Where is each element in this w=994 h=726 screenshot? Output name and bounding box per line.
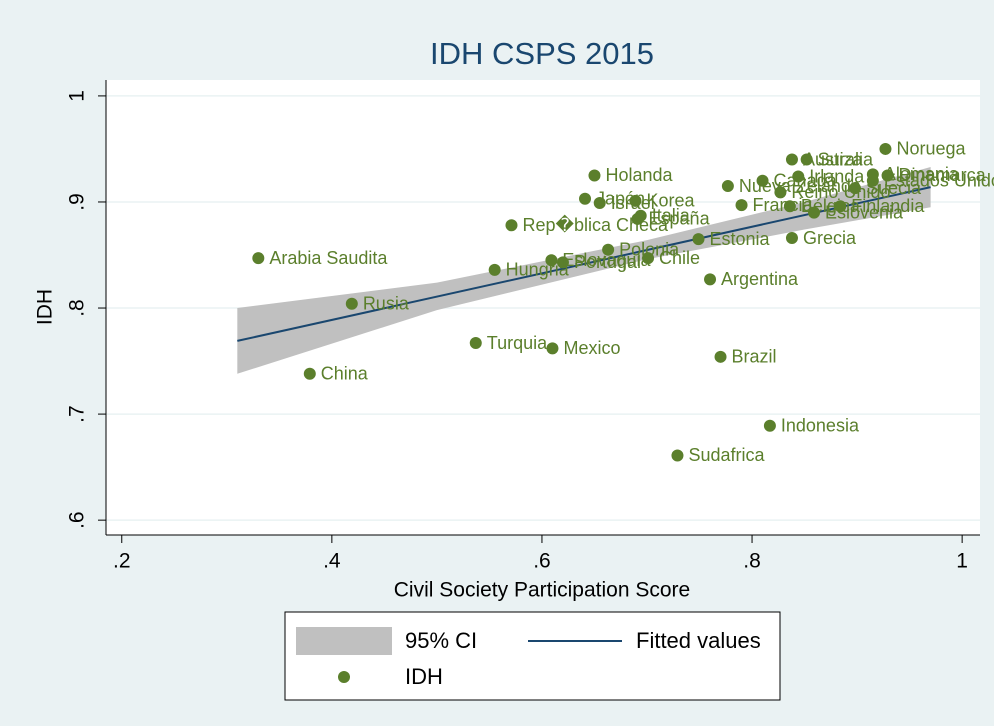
point-label: Rep�blica Checa — [522, 214, 669, 235]
data-point — [763, 419, 776, 432]
point-label: Sudafrica — [688, 445, 765, 465]
point-label: Canadá — [774, 171, 838, 191]
point-label: Noruega — [896, 139, 966, 159]
point-label: Argentina — [721, 269, 799, 289]
legend-label: IDH — [405, 664, 443, 689]
data-point — [879, 142, 892, 155]
point-label: Hungria — [506, 260, 570, 280]
data-point — [505, 219, 518, 232]
point-label: Arabia Saudita — [269, 248, 388, 268]
point-label: Nueva Zelanda — [739, 176, 862, 196]
data-point — [848, 182, 861, 195]
data-point — [881, 169, 894, 182]
point-label: Irlanda — [809, 166, 865, 186]
data-point — [642, 252, 655, 265]
data-point — [714, 350, 727, 363]
point-label: Suiza — [818, 149, 864, 169]
data-point — [488, 263, 501, 276]
point-label: Reino Unido — [791, 182, 890, 202]
point-label: Australia — [803, 149, 874, 169]
data-point — [579, 192, 592, 205]
point-label: Eslovaquia — [562, 250, 651, 270]
data-point — [800, 153, 813, 166]
legend-label: 95% CI — [405, 628, 477, 653]
data-point — [704, 273, 717, 286]
data-point — [546, 342, 559, 355]
data-point — [692, 233, 705, 246]
point-label: Estados Unidos — [884, 171, 994, 191]
chart-title: IDH CSPS 2015 — [430, 36, 654, 71]
data-point — [735, 199, 748, 212]
point-label: Rusia — [363, 294, 410, 314]
data-point — [631, 212, 644, 225]
point-label: Mexico — [563, 338, 620, 358]
legend-swatch — [296, 627, 392, 655]
data-point — [556, 256, 569, 269]
point-label: Eslovenia — [825, 202, 904, 222]
point-label: Grecia — [803, 228, 857, 248]
legend — [284, 611, 781, 701]
data-point — [808, 206, 821, 219]
data-point — [785, 153, 798, 166]
data-point — [721, 180, 734, 193]
legend-items: 95% CI Fitted values IDH — [296, 627, 761, 689]
data-point — [671, 449, 684, 462]
data-point — [756, 174, 769, 187]
point-label: Estonia — [709, 229, 770, 249]
data-point — [303, 367, 316, 380]
point-label: Chile — [659, 248, 700, 268]
point-label: Francia — [753, 195, 814, 215]
x-tick-label: 1 — [956, 550, 968, 573]
point-label: Indonesia — [781, 416, 860, 436]
data-point — [629, 194, 642, 207]
x-tick-label: .6 — [533, 550, 551, 573]
ci-band — [237, 166, 931, 374]
point-label: Turquia — [487, 333, 548, 353]
data-point — [785, 232, 798, 245]
data-point — [834, 200, 847, 213]
point-label: Alemania — [884, 164, 960, 184]
data-point — [774, 186, 787, 199]
x-tick-label: .2 — [113, 550, 131, 573]
data-point — [783, 200, 796, 213]
x-tick-label: .4 — [323, 550, 341, 573]
y-tick-label: 1 — [66, 90, 89, 102]
data-point — [545, 254, 558, 267]
data-point — [866, 174, 879, 187]
data-point — [345, 297, 358, 310]
point-label: Polonia — [619, 239, 680, 259]
data-point — [792, 170, 805, 183]
data-point — [252, 252, 265, 265]
point-label: Italia — [652, 206, 691, 226]
y-axis-label: IDH — [34, 289, 57, 325]
data-point — [588, 169, 601, 182]
point-label: Portugal — [574, 252, 641, 272]
x-axis-label: Civil Society Participation Score — [394, 579, 690, 602]
point-label: Dinamarca — [899, 165, 987, 185]
y-tick-label: .6 — [66, 511, 89, 529]
legend-label: Fitted values — [636, 628, 761, 653]
data-point — [593, 197, 606, 210]
point-label: China — [321, 364, 369, 384]
point-label: Holanda — [605, 165, 673, 185]
legend-swatch — [338, 671, 350, 683]
point-label: Brazil — [732, 347, 777, 367]
point-label: España — [649, 209, 711, 229]
y-tick-label: .9 — [66, 193, 89, 211]
y-tick-label: .7 — [66, 405, 89, 423]
y-tick-label: .8 — [66, 299, 89, 317]
x-tick-label: .8 — [743, 550, 761, 573]
point-label: Suecia — [866, 178, 922, 198]
point-label: Korea — [646, 191, 695, 211]
data-point — [469, 337, 482, 350]
data-point — [602, 243, 615, 256]
point-label: Finlandia — [851, 196, 925, 216]
